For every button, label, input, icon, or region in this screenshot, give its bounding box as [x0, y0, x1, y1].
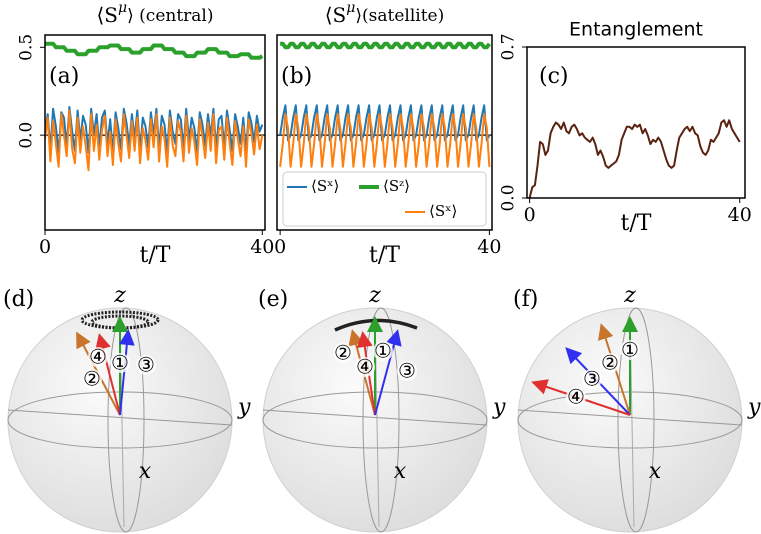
marker-label: ②: [334, 341, 352, 365]
axis-y: y: [237, 395, 251, 420]
marker-label: ③: [583, 367, 601, 391]
chart-title: ⟨Sμ⟩ (central): [97, 0, 214, 27]
y-axis: [262, 409, 488, 426]
legend-label: ⟨Sᶻ⟩: [383, 177, 410, 195]
x-tick-label: 40: [728, 204, 752, 226]
marker-bg: [582, 369, 602, 389]
plot-frame: [526, 46, 746, 199]
marker-label: ①: [621, 338, 639, 362]
title-part: ⟨S: [97, 3, 119, 27]
panel-label: (d): [3, 287, 34, 312]
legend-label: ⟨Sˣ⟩: [311, 177, 339, 195]
y-axis: [7, 409, 233, 426]
y-tick-label: 0.0: [499, 184, 519, 211]
marker-label: ③: [398, 359, 416, 383]
title-part: ⟩ (central): [127, 6, 213, 26]
y-axis: [517, 409, 743, 426]
marker-label: ④: [356, 355, 374, 379]
panel-label: (b): [281, 64, 312, 89]
title-part: μ: [346, 0, 355, 16]
marker-label: ②: [601, 351, 619, 375]
marker-label: ④: [567, 385, 585, 409]
series-line: [280, 41, 492, 50]
series-line: [45, 41, 264, 60]
axis-z: z: [368, 283, 381, 308]
panel-label: (c): [539, 64, 569, 89]
marker-label: ④: [89, 345, 107, 369]
y-tick-label: 0.5: [17, 34, 37, 61]
chart-title: Entanglement: [569, 19, 703, 41]
x-tick-label: 40: [250, 236, 274, 258]
axis-x: x: [139, 459, 152, 484]
legend-box: [282, 171, 487, 227]
meridian: [362, 307, 400, 533]
marker-bg: [397, 361, 417, 381]
x-axis-label: t/T: [369, 243, 400, 268]
marker-bg: [110, 353, 130, 373]
axis-y: y: [747, 395, 761, 420]
marker-bg: [373, 341, 393, 361]
series-line: [45, 109, 264, 172]
plot-frame: [276, 34, 493, 231]
axis-x: x: [649, 459, 662, 484]
marker-bg: [620, 340, 640, 360]
marker-bg: [333, 343, 353, 363]
x-axis-label: t/T: [140, 243, 171, 268]
title-part: ⟩(satellite): [355, 6, 444, 26]
meridian: [107, 307, 145, 533]
axis-z: z: [623, 283, 636, 308]
marker-label: ①: [111, 351, 129, 375]
axis-y: y: [492, 395, 506, 420]
axis-z: z: [113, 283, 126, 308]
plot-frame: [44, 34, 266, 231]
marker-bg: [82, 369, 102, 389]
spin-arrow: [374, 329, 402, 416]
title-part: μ: [118, 0, 127, 16]
meridian: [617, 307, 655, 533]
x-axis-label: t/T: [621, 211, 652, 236]
marker-bg: [600, 353, 620, 373]
legend-label: ⟨Sˣ⟩: [429, 202, 457, 220]
series-line: [279, 113, 491, 168]
marker-bg: [566, 387, 586, 407]
panel-label: (f): [513, 287, 538, 312]
marker-label: ②: [83, 367, 101, 391]
marker-label: ①: [374, 339, 392, 363]
series-line: [279, 104, 491, 142]
chart-title: ⟨Sμ⟩(satellite): [325, 0, 444, 27]
marker-bg: [136, 355, 156, 375]
panel-label: (a): [49, 64, 79, 89]
panel-label: (e): [258, 287, 288, 312]
axis-x: x: [394, 459, 407, 484]
x-tick-label: 40: [477, 236, 501, 258]
spin-arrow: [118, 329, 135, 416]
x-tick-label: 0: [274, 236, 286, 258]
marker-bg: [88, 347, 108, 367]
marker-bg: [355, 357, 375, 377]
x-tick-label: 0: [524, 204, 536, 226]
y-tick-label: 0.0: [17, 122, 37, 149]
marker-label: ③: [137, 353, 155, 377]
title-part: ⟨S: [325, 3, 347, 27]
y-tick-label: 0.7: [499, 33, 519, 60]
series-line: [528, 119, 741, 198]
x-tick-label: 0: [39, 236, 51, 258]
